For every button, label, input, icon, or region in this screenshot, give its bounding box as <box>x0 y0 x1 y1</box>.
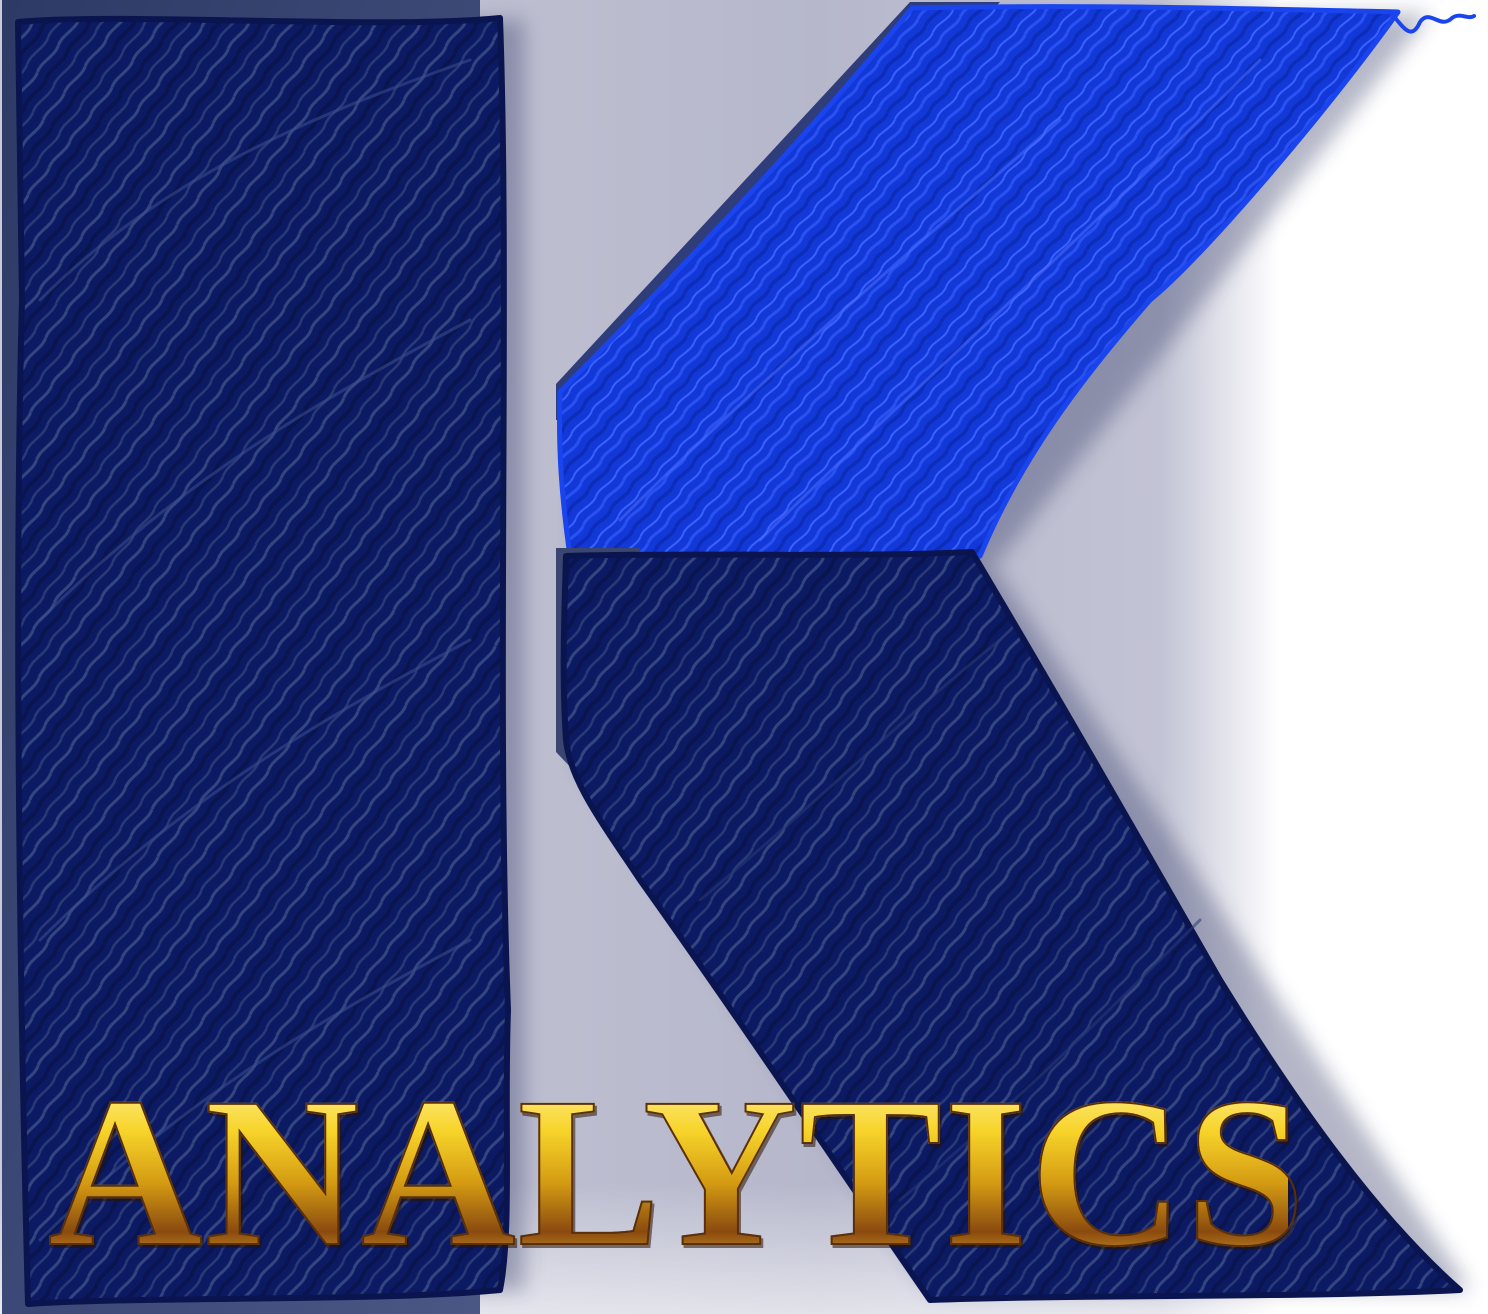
scribble-strokes <box>38 58 1262 1242</box>
scribble-tail <box>1390 12 1476 34</box>
wordmark-analytics: ANALYTICS <box>47 1054 1307 1291</box>
k-lower-arm <box>560 549 1463 1303</box>
k-upper-arm <box>556 4 1401 560</box>
k-stem <box>15 15 511 1307</box>
